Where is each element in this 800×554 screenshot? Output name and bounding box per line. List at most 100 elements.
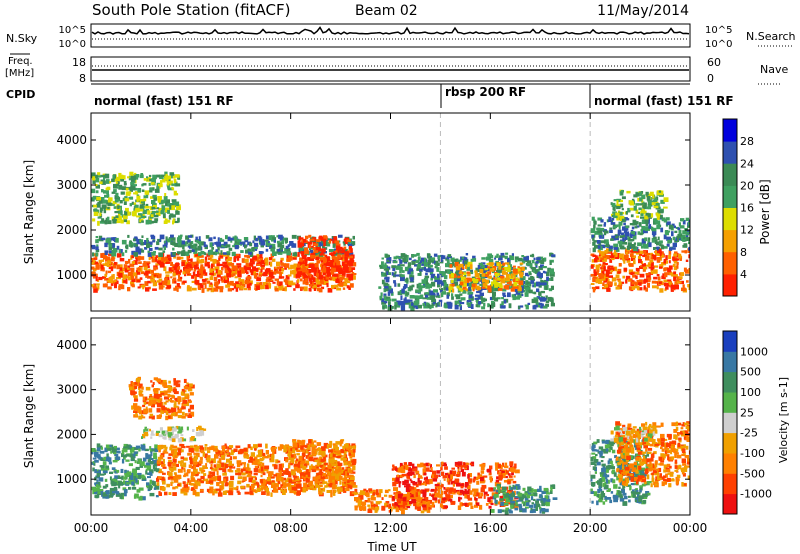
scatter-cell-4 [332, 262, 336, 266]
scatter-cell-5 [437, 273, 440, 279]
scatter-cell-1 [188, 235, 192, 238]
scatter-cell-4 [346, 239, 351, 243]
scatter-cell-1 [259, 485, 264, 488]
scatter-cell-1 [260, 474, 263, 478]
scatter-cell-0 [154, 267, 159, 270]
scatter-cell-1 [217, 247, 220, 251]
scatter-cell-4 [325, 236, 328, 240]
scatter-cell-8 [677, 233, 682, 238]
scatter-cell-0 [327, 288, 333, 293]
scatter-cell-9 [635, 209, 639, 214]
scatter-cell-0 [212, 258, 217, 264]
scatter-cell-0 [154, 448, 159, 452]
scatter-cell-3 [138, 410, 142, 415]
scatter-cell-5 [445, 263, 449, 268]
scatter-cell-8 [679, 238, 683, 241]
scatter-cell-5 [496, 270, 501, 273]
scatter-cell-5 [519, 305, 524, 308]
scatter-cell-5 [465, 282, 471, 287]
scatter-cell-7 [622, 275, 625, 279]
scatter-cell-5 [438, 299, 443, 303]
scatter-cell-0 [150, 277, 154, 280]
scatter-cell-1 [237, 492, 241, 495]
scatter-cell-1 [241, 462, 246, 465]
scatter-cell-3 [181, 416, 186, 419]
freq-tick-bottom: 8 [79, 72, 86, 85]
scatter-cell-2 [198, 426, 202, 431]
scatter-cell-5 [505, 252, 509, 255]
scatter-cell-0 [178, 271, 181, 276]
scatter-cell-1 [198, 445, 204, 449]
scatter-cell-1 [288, 456, 293, 461]
scatter-cell-1 [347, 460, 352, 466]
scatter-cell-7 [603, 266, 606, 272]
scatter-cell-0 [131, 278, 136, 283]
scatter-cell-0 [290, 264, 295, 269]
scatter-cell-8 [644, 229, 649, 232]
scatter-cell-0 [110, 257, 115, 262]
scatter-cell-5 [396, 300, 401, 305]
scatter-cell-0 [260, 260, 266, 265]
scatter-cell-1 [227, 236, 231, 242]
scatter-cell-3 [196, 270, 201, 275]
scatter-cell-7 [605, 269, 610, 275]
scatter-cell-1 [218, 490, 222, 494]
scatter-cell-8 [599, 235, 602, 239]
scatter-cell-1 [168, 459, 172, 464]
scatter-cell-1 [292, 252, 298, 257]
scatter-cell-1 [213, 448, 218, 452]
scatter-cell-3 [158, 414, 162, 418]
scatter-cell-1 [243, 237, 249, 241]
scatter-cell-0 [106, 467, 110, 471]
scatter-cell-5 [538, 285, 542, 288]
scatter-cell-7 [659, 266, 663, 269]
scatter-cell-5 [408, 269, 411, 275]
scatter-cell-7 [676, 261, 679, 265]
scatter-cell-0 [219, 287, 224, 293]
scatter-cell-3 [175, 262, 180, 265]
scatter-cell-0 [285, 275, 290, 280]
scatter-cell-1 [195, 481, 200, 486]
scatter-cell-0 [333, 276, 337, 282]
scatter-cell-0 [278, 286, 283, 291]
scatter-cell-2 [165, 203, 168, 207]
scatter-cell-7 [645, 279, 648, 283]
scatter-cell-3 [156, 388, 161, 391]
scatter-cell-2 [168, 187, 173, 191]
scatter-cell-5 [385, 277, 390, 283]
scatter-cell-7 [609, 255, 614, 259]
scatter-cell-5 [448, 271, 453, 275]
scatter-cell-0 [293, 263, 298, 268]
scatter-cell-5 [407, 262, 412, 267]
scatter-cell-4 [310, 254, 315, 259]
scatter-cell-6 [499, 275, 505, 279]
scatter-cell-1 [288, 449, 292, 454]
scatter-cell-5 [415, 289, 419, 293]
scatter-cell-2 [150, 214, 154, 218]
scatter-cell-2 [96, 196, 101, 201]
scatter-cell-5 [397, 283, 401, 287]
scatter-cell-1 [296, 490, 301, 495]
scatter-cell-0 [101, 259, 105, 262]
scatter-cell-6 [506, 267, 511, 272]
scatter-cell-3 [139, 393, 144, 397]
scatter-cell-0 [305, 282, 309, 286]
scatter-cell-5 [448, 305, 453, 309]
scatter-cell-4 [341, 254, 346, 259]
scatter-cell-7 [594, 258, 598, 263]
scatter-cell-2 [201, 431, 205, 436]
scatter-cell-8 [611, 217, 615, 221]
scatter-cell-5 [458, 260, 460, 264]
scatter-cell-7 [628, 263, 634, 267]
scatter-cell-3 [138, 415, 143, 420]
scatter-cell-5 [507, 292, 511, 298]
scatter-cell-1 [239, 448, 244, 454]
scatter-cell-5 [462, 290, 467, 294]
scatter-cell-1 [206, 455, 211, 460]
scatter-cell-5 [437, 283, 442, 288]
scatter-cell-9 [658, 210, 664, 214]
scatter-cell-1 [286, 251, 292, 256]
scatter-cell-6 [460, 288, 464, 292]
scatter-cell-1 [343, 459, 346, 463]
scatter-cell-9 [655, 212, 659, 216]
